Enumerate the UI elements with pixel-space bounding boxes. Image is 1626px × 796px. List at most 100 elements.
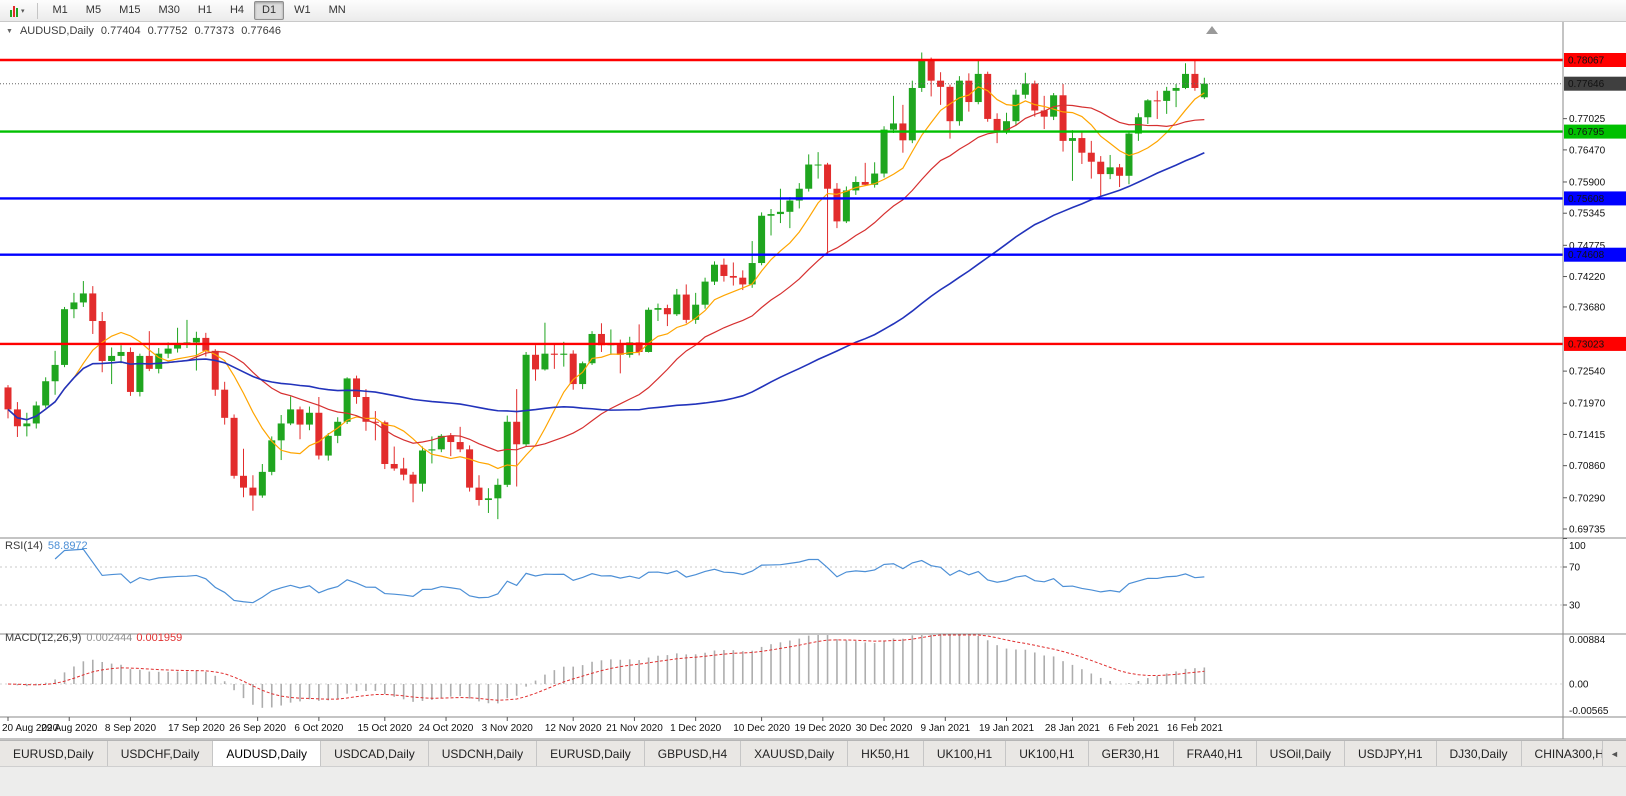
candle-body: [287, 409, 295, 424]
candle-body: [1125, 133, 1133, 176]
ma-fast-line: [7, 86, 1205, 470]
candle-body: [1153, 100, 1161, 102]
candle-body: [1163, 90, 1171, 101]
price-axis-label: 0.75345: [1569, 209, 1606, 220]
date-axis-label: 29 Aug 2020: [41, 723, 98, 734]
candle-body: [927, 60, 935, 81]
candle-body: [1031, 83, 1039, 111]
date-axis-label: 10 Dec 2020: [733, 723, 790, 734]
candle-body: [1059, 95, 1067, 141]
timeframe-button-h4[interactable]: H4: [229, 4, 245, 16]
candle-body: [221, 389, 229, 418]
date-axis-label: 8 Sep 2020: [105, 723, 157, 734]
candle-body: [729, 275, 737, 278]
chart-area: 0.77025 0.76470 0.75900 0.75345 0.74775 0.742…: [0, 22, 1626, 740]
candle-body: [654, 308, 662, 310]
chart-tab-uk100-h1[interactable]: UK100,H1: [924, 741, 1007, 766]
timeframe-button-d1[interactable]: D1: [254, 1, 285, 20]
timeframe-toolbar: ▾ M1 M5 M15 M30 H1 H4 D1 W1 MN: [0, 0, 1626, 22]
price-axis-label: 0.71415: [1569, 430, 1606, 441]
chart-tab-audusd-daily[interactable]: AUDUSD,Daily: [213, 741, 322, 766]
timeframe-button-m5[interactable]: M5: [85, 4, 102, 16]
timeframe-button-h1[interactable]: H1: [197, 4, 212, 16]
timeframe-button-group: M1 M5 M15 M30 H1 H4 D1 W1 MN: [44, 1, 355, 20]
candle-body: [305, 412, 313, 425]
tab-scroll-button[interactable]: ◄: [1602, 741, 1626, 766]
timeframe-button-m1[interactable]: M1: [52, 4, 68, 16]
chart-tab-dj30-daily[interactable]: DJ30,Daily: [1437, 741, 1522, 766]
chart-tab-eurusd-daily[interactable]: EURUSD,Daily: [537, 741, 645, 766]
chart-type-button[interactable]: ▾: [4, 2, 31, 20]
candle-body: [89, 293, 97, 322]
candle-body: [1182, 73, 1189, 88]
candle-body: [409, 474, 417, 484]
price-badge: [1564, 52, 1626, 67]
candle-body: [145, 355, 153, 369]
candle-body: [616, 344, 624, 355]
price-chart-canvas[interactable]: 0.77025 0.76470 0.75900 0.75345 0.74775 0.742…: [0, 22, 1626, 740]
date-axis-label: 3 Nov 2020: [482, 723, 534, 734]
date-axis-label: 16 Feb 2021: [1167, 723, 1224, 734]
candle-body: [1050, 95, 1058, 117]
chart-tab-xauusd-daily[interactable]: XAUUSD,Daily: [741, 741, 849, 766]
date-axis-label: 12 Nov 2020: [545, 723, 602, 734]
date-axis-label: 21 Nov 2020: [606, 723, 663, 734]
candle-body: [258, 471, 266, 496]
candle-body: [136, 355, 144, 392]
timeframe-button-m30[interactable]: M30: [158, 4, 180, 16]
price-axis-label: 0.76470: [1569, 145, 1606, 156]
candle-body: [1172, 87, 1180, 91]
candle-body: [277, 423, 285, 441]
candle-body: [532, 354, 540, 370]
candle-body: [4, 387, 12, 410]
timeframe-button-m15[interactable]: M15: [119, 4, 141, 16]
candle-body: [1144, 100, 1152, 118]
candle-body: [758, 215, 766, 264]
candle-body: [98, 321, 106, 361]
date-axis-label: 30 Dec 2020: [856, 723, 913, 734]
chart-tab-usdcnh-daily[interactable]: USDCNH,Daily: [429, 741, 538, 766]
chart-tab-usdjpy-h1[interactable]: USDJPY,H1: [1345, 741, 1437, 766]
chart-tab-usdcad-daily[interactable]: USDCAD,Daily: [321, 741, 429, 766]
chart-tab-usdchf-daily[interactable]: USDCHF,Daily: [108, 741, 214, 766]
price-axis-label: 0.74220: [1569, 272, 1606, 283]
chart-tab-uk100-h1[interactable]: UK100,H1: [1006, 741, 1089, 766]
candle-body: [842, 190, 850, 222]
price-badge-label: 0.74608: [1568, 250, 1605, 261]
candle-body: [833, 188, 841, 222]
candle-body: [635, 342, 643, 352]
status-bar: [0, 766, 1626, 796]
candle-body: [428, 449, 436, 451]
price-axis-label: 0.69735: [1569, 525, 1606, 536]
chart-tab-gbpusd-h4[interactable]: GBPUSD,H4: [645, 741, 742, 766]
chart-tab-ger30-h1[interactable]: GER30,H1: [1089, 741, 1174, 766]
candle-body: [597, 333, 605, 346]
candle-body: [937, 80, 945, 87]
candle-body: [786, 200, 794, 212]
ma-slow-line: [7, 152, 1205, 421]
candle-body: [418, 450, 426, 484]
chart-tab-bar: EURUSD,Daily USDCHF,Daily AUDUSD,Daily USDC…: [0, 740, 1626, 766]
price-badge-label: 0.78067: [1568, 55, 1605, 66]
timeframe-button-w1[interactable]: W1: [294, 4, 311, 16]
chart-tab-fra40-h1[interactable]: FRA40,H1: [1174, 741, 1257, 766]
candle-body: [315, 412, 323, 456]
price-axis-label: 0.71970: [1569, 399, 1606, 410]
candle-body: [663, 308, 671, 315]
candle-body: [824, 164, 832, 189]
chart-tab-usoil-daily[interactable]: USOil,Daily: [1257, 741, 1346, 766]
timeframe-button-mn[interactable]: MN: [328, 4, 346, 16]
candle-body: [626, 342, 634, 355]
candle-body: [32, 405, 40, 424]
candle-body: [400, 468, 408, 475]
candle-body: [955, 80, 963, 122]
chart-tab-eurusd-daily[interactable]: EURUSD,Daily: [0, 741, 108, 766]
candle-body: [362, 397, 370, 422]
candle-body: [513, 421, 521, 445]
candle-body: [126, 351, 134, 392]
candle-body: [390, 463, 398, 469]
chart-tab-hk50-h1[interactable]: HK50,H1: [848, 741, 924, 766]
candle-body: [456, 442, 464, 450]
candle-body: [579, 363, 587, 385]
candle-body: [324, 435, 332, 456]
